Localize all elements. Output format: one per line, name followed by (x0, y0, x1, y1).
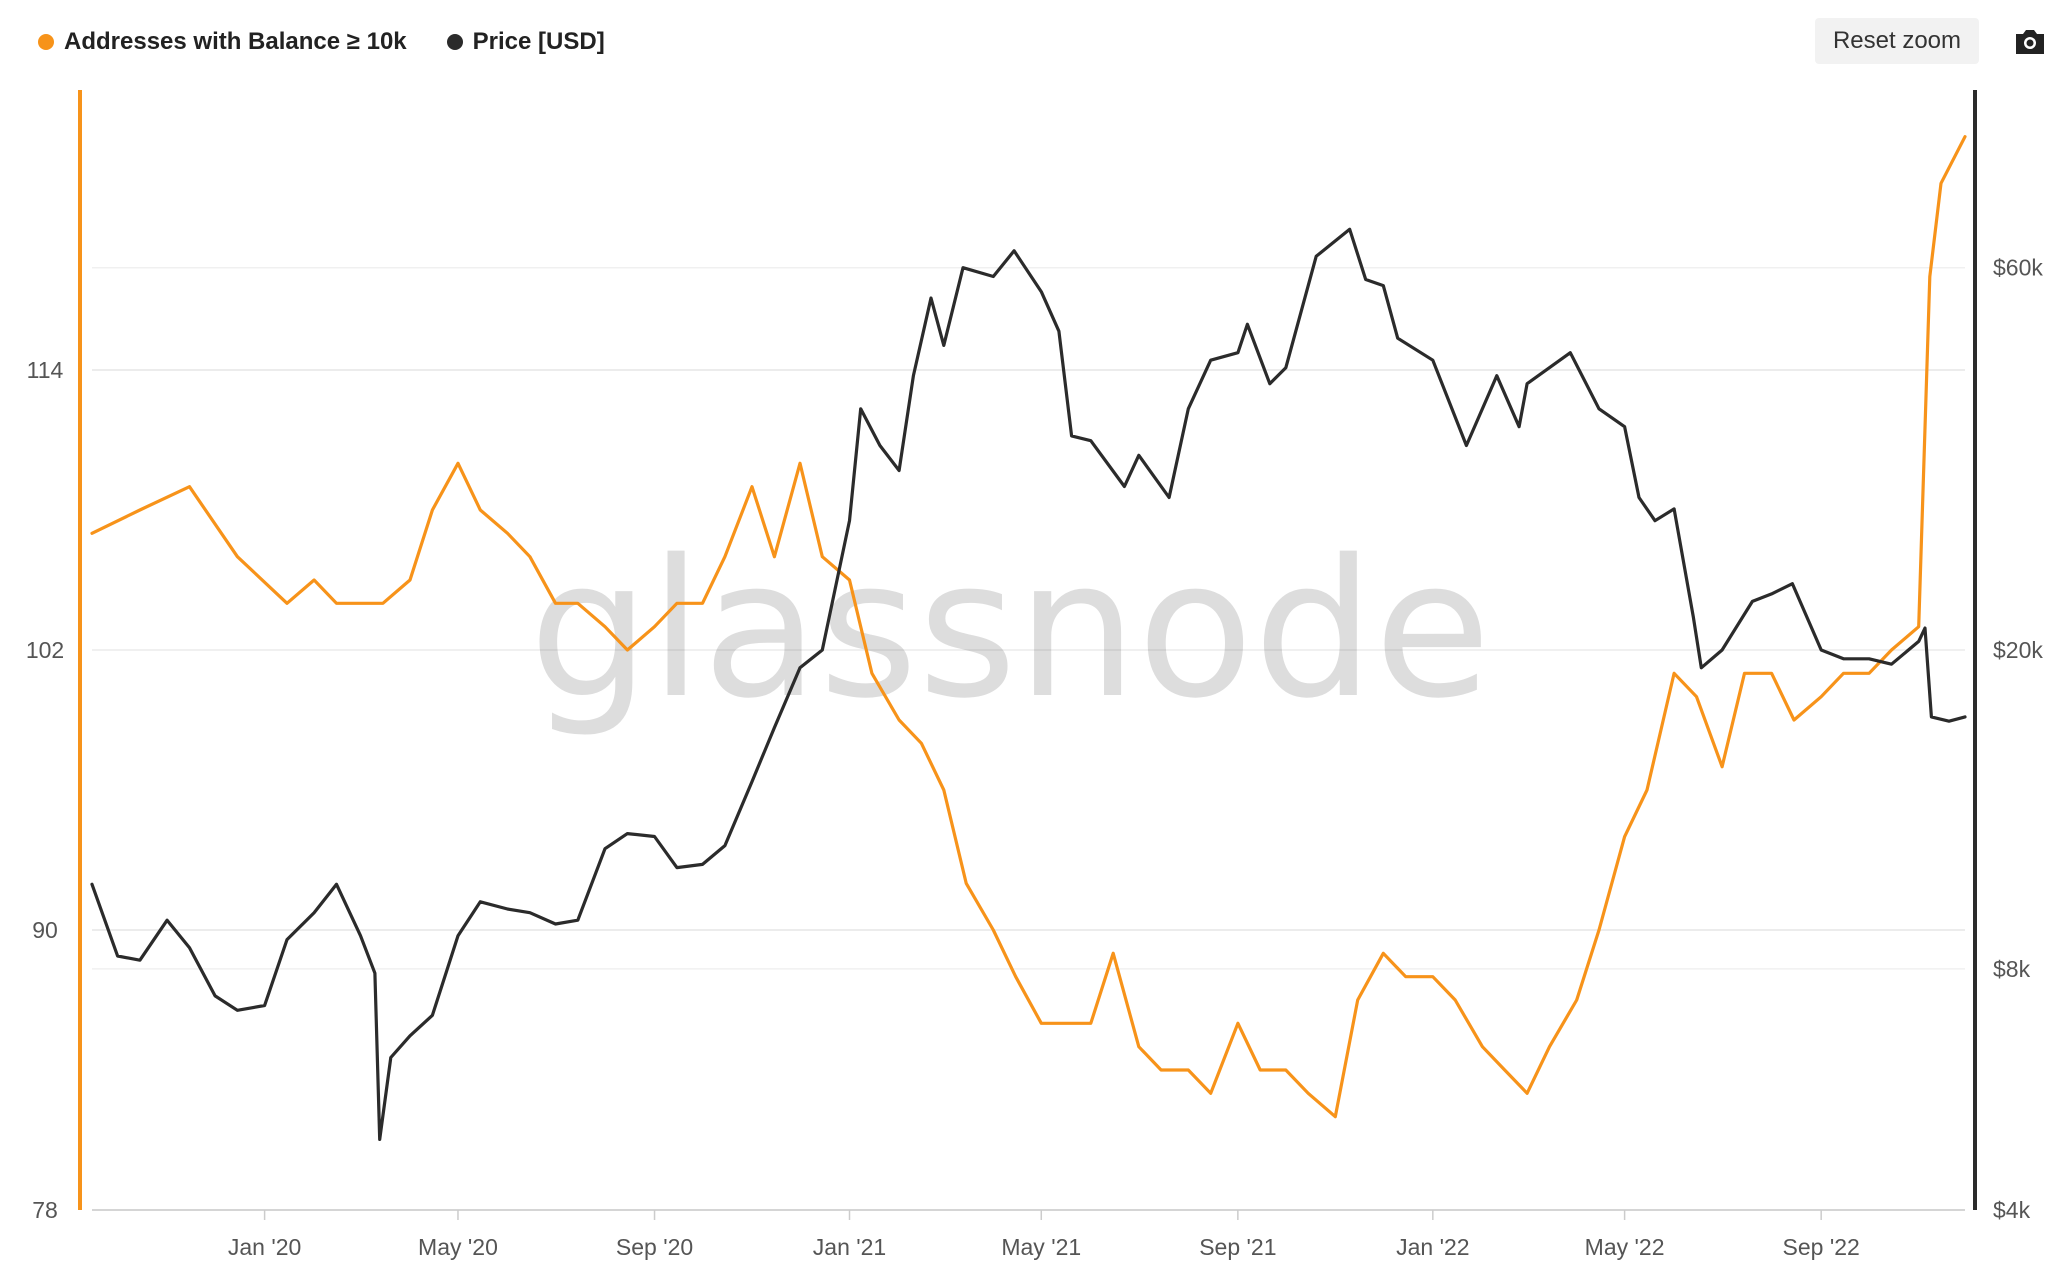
tick-labels: Jan '20 May '20 Sep '20 Jan '21 May '21 Sep '… (26, 255, 2044, 1260)
y-left-tick-label: 102 (26, 637, 64, 663)
legend-item-price[interactable]: Price [USD] (446, 28, 605, 56)
series-line-addresses (90, 135, 1967, 1119)
y-right-tick-label: $20k (1993, 637, 2043, 663)
y-left-tick-label: 78 (32, 1197, 58, 1223)
legend-marker-addresses (38, 34, 54, 50)
x-tick-label: May '20 (418, 1234, 498, 1260)
series-line-price (90, 227, 1967, 1142)
y-right-tick-label: $8k (1993, 956, 2031, 982)
axes (78, 90, 1977, 1211)
legend-label-addresses: Addresses with Balance ≥ 10k (64, 28, 407, 55)
x-tick-label: Jan '20 (228, 1234, 301, 1260)
x-tick-label: May '22 (1585, 1234, 1665, 1260)
chart-legend: Addresses with Balance ≥ 10k Price [USD] (38, 28, 605, 56)
y-left-tick-label: 114 (27, 357, 64, 383)
glassnode-watermark: glassnode (529, 519, 1491, 740)
x-tick-label: Sep '20 (616, 1234, 693, 1260)
reset-zoom-button[interactable]: Reset zoom (1815, 18, 1979, 64)
legend-marker-price (446, 34, 463, 50)
y-right-tick-label: $60k (1993, 255, 2043, 281)
x-tick-label: Sep '21 (1199, 1234, 1276, 1260)
legend-label-price: Price [USD] (472, 28, 605, 55)
legend-item-addresses[interactable]: Addresses with Balance ≥ 10k (38, 28, 407, 56)
y-right-tick-label: $4k (1993, 1197, 2031, 1223)
series-lines (90, 135, 1967, 1142)
x-tick-label: May '21 (1001, 1234, 1081, 1260)
x-tick-label: Jan '22 (1396, 1234, 1469, 1260)
x-tick-label: Sep '22 (1783, 1234, 1860, 1260)
camera-icon[interactable] (2012, 24, 2048, 60)
y-left-tick-label: 90 (32, 917, 58, 943)
x-tick-label: Jan '21 (813, 1234, 886, 1260)
